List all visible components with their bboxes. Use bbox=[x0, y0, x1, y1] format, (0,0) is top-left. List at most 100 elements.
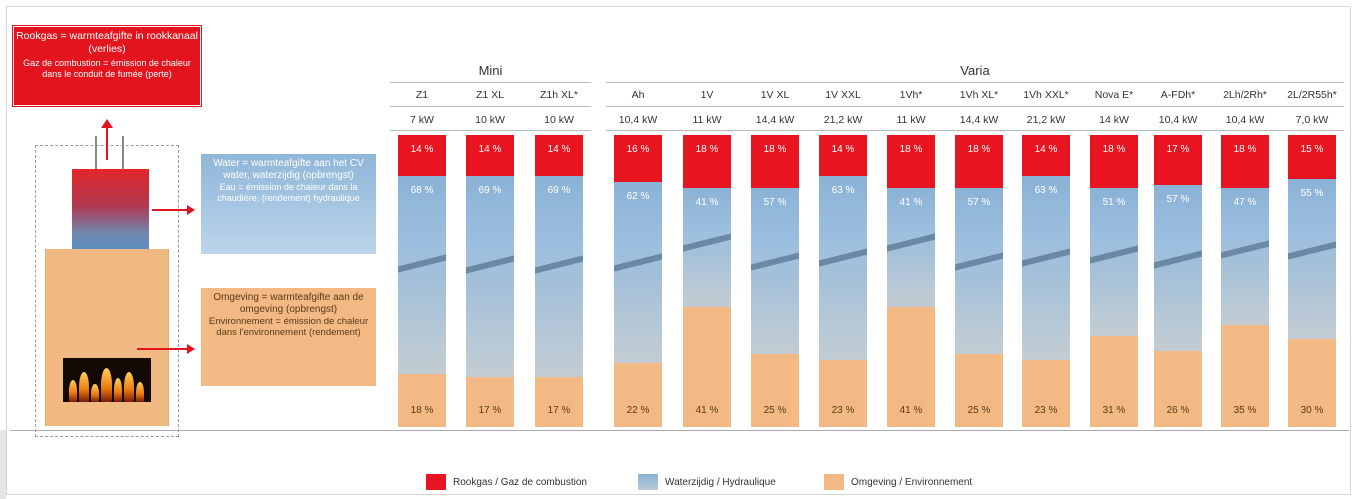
bar-segment-water: 57 % bbox=[751, 187, 799, 354]
bar-segment-flue-label: 18 % bbox=[899, 144, 923, 155]
bar-1Vh XXL*: 14 % 63 % 23 % bbox=[1022, 135, 1070, 427]
water-texture bbox=[1090, 240, 1138, 266]
legend-label-environment: Omgeving / Environnement bbox=[851, 477, 973, 488]
bar-2L/2R55h*: 15 % 55 % 30 % bbox=[1288, 135, 1336, 427]
bar-2Lh/2Rh*: 18 % 47 % 35 % bbox=[1221, 135, 1269, 427]
environment-note-nl: Omgeving = warmteafgifte aan de omgeving… bbox=[213, 292, 364, 315]
water-texture bbox=[1221, 235, 1269, 261]
bar-segment-water: 47 % bbox=[1221, 187, 1269, 325]
power-label: 7 kW bbox=[410, 114, 434, 126]
bar-segment-environment-label: 25 % bbox=[763, 405, 787, 416]
bar-segment-water-label: 57 % bbox=[967, 196, 991, 208]
power-rule bbox=[606, 130, 1344, 131]
bar-segment-environment-label: 26 % bbox=[1166, 404, 1190, 416]
bar-segment-water: 69 % bbox=[466, 175, 514, 378]
bar-segment-environment: 25 % bbox=[751, 354, 799, 427]
bar-1Vh XL*: 18 % 57 % 25 % bbox=[955, 135, 1003, 427]
bar-segment-flue: 14 % bbox=[819, 135, 867, 176]
bar-segment-water-label: 69 % bbox=[478, 184, 502, 196]
bar-segment-environment: 23 % bbox=[819, 359, 867, 427]
water-texture bbox=[1288, 236, 1336, 262]
bar-segment-flue-label: 18 % bbox=[1233, 144, 1257, 155]
bar-segment-flue-label: 18 % bbox=[695, 144, 719, 155]
bar-segment-water: 63 % bbox=[1022, 175, 1070, 360]
bar-A-FDh*: 17 % 57 % 26 % bbox=[1154, 135, 1202, 427]
legend-swatch-environment bbox=[824, 474, 844, 490]
bar-segment-flue: 18 % bbox=[887, 135, 935, 188]
bar-segment-water: 41 % bbox=[887, 187, 935, 308]
water-texture bbox=[466, 250, 514, 277]
bar-segment-environment: 41 % bbox=[683, 307, 731, 427]
group-rule bbox=[606, 82, 1344, 83]
bar-segment-flue: 15 % bbox=[1288, 135, 1336, 179]
column-label: Z1 bbox=[415, 89, 429, 101]
water-note-fr: Eau = émission de chaleur dans la chaudi… bbox=[217, 182, 360, 203]
column-label: 1V bbox=[700, 89, 714, 101]
bar-segment-flue: 18 % bbox=[1221, 135, 1269, 188]
bar-segment-water: 63 % bbox=[819, 175, 867, 360]
bar-segment-flue-label: 16 % bbox=[626, 144, 650, 155]
water-arrow-shaft bbox=[152, 209, 188, 211]
bar-Z1h XL*: 14 % 69 % 17 % bbox=[535, 135, 583, 427]
power-label: 10,4 kW bbox=[618, 114, 658, 126]
flue-arrow-icon bbox=[101, 119, 113, 128]
bar-segment-flue: 18 % bbox=[683, 135, 731, 188]
legend-label-water: Waterzijdig / Hydraulique bbox=[665, 477, 776, 488]
bar-segment-environment-label: 23 % bbox=[1034, 404, 1058, 416]
bar-segment-environment: 25 % bbox=[955, 354, 1003, 427]
water-texture bbox=[1022, 243, 1070, 269]
bar-segment-water-label: 41 % bbox=[899, 196, 923, 208]
column-label: Nova E* bbox=[1094, 89, 1134, 101]
bar-1V XXL: 14 % 63 % 23 % bbox=[819, 135, 867, 427]
power-label: 7,0 kW bbox=[1295, 114, 1329, 126]
group-label-mini: Mini bbox=[478, 63, 503, 78]
power-label: 10,4 kW bbox=[1225, 114, 1265, 126]
bar-segment-environment-label: 22 % bbox=[626, 404, 650, 416]
bar-segment-water-label: 63 % bbox=[1034, 184, 1058, 196]
water-texture bbox=[683, 228, 731, 254]
bar-segment-environment-label: 17 % bbox=[478, 404, 502, 416]
bar-segment-flue: 17 % bbox=[1154, 135, 1202, 185]
water-texture bbox=[614, 248, 662, 274]
bar-segment-water-label: 51 % bbox=[1102, 196, 1126, 208]
water-texture bbox=[819, 243, 867, 269]
flue-note-nl: Rookgas = warmteafgifte in rookkanaal (v… bbox=[16, 30, 198, 55]
fire-icon bbox=[63, 358, 151, 402]
bar-segment-water: 62 % bbox=[614, 181, 662, 363]
column-label: 1Vh XXL* bbox=[1023, 89, 1069, 101]
bar-Z1 XL: 14 % 69 % 17 % bbox=[466, 135, 514, 427]
power-label: 10 kW bbox=[544, 114, 574, 126]
bar-segment-flue-label: 18 % bbox=[967, 144, 991, 155]
bar-segment-environment-label: 25 % bbox=[967, 405, 991, 416]
bar-segment-environment-label: 23 % bbox=[831, 404, 855, 416]
bar-segment-environment-label: 41 % bbox=[899, 404, 923, 416]
environment-note-fr: Environnement = émission de chaleur dans… bbox=[208, 316, 369, 338]
power-label: 11 kW bbox=[692, 114, 722, 126]
bar-segment-environment: 17 % bbox=[466, 377, 514, 427]
flue-gas-note: Rookgas = warmteafgifte in rookkanaal (v… bbox=[13, 26, 201, 106]
bar-segment-flue: 18 % bbox=[955, 135, 1003, 188]
chimney-pipe-left bbox=[95, 136, 97, 169]
bar-segment-water-label: 69 % bbox=[547, 184, 571, 196]
environment-note: Omgeving = warmteafgifte aan de omgeving… bbox=[201, 288, 376, 386]
power-label: 21,2 kW bbox=[823, 114, 863, 126]
power-rule bbox=[390, 130, 591, 131]
bar-segment-flue-label: 14 % bbox=[410, 144, 434, 155]
flue-arrow-shaft bbox=[106, 128, 108, 160]
bar-segment-flue-label: 17 % bbox=[1166, 144, 1190, 155]
chimney-pipe-right bbox=[122, 136, 124, 169]
column-label: 2Lh/2Rh* bbox=[1223, 89, 1267, 101]
bar-segment-environment-label: 17 % bbox=[547, 404, 571, 416]
bar-1V XL: 18 % 57 % 25 % bbox=[751, 135, 799, 427]
water-note: Water = warmteafgifte aan het CV water, … bbox=[201, 154, 376, 254]
water-texture bbox=[398, 249, 446, 275]
bar-segment-environment: 22 % bbox=[614, 362, 662, 427]
water-texture bbox=[955, 247, 1003, 274]
bar-segment-environment-label: 41 % bbox=[695, 404, 719, 416]
bar-segment-flue: 14 % bbox=[535, 135, 583, 176]
bar-segment-water-label: 47 % bbox=[1233, 196, 1257, 208]
bar-segment-water-label: 57 % bbox=[763, 196, 787, 208]
bar-segment-water: 57 % bbox=[955, 187, 1003, 354]
boiler-illustration bbox=[72, 169, 149, 249]
bar-segment-water-label: 68 % bbox=[410, 184, 434, 196]
